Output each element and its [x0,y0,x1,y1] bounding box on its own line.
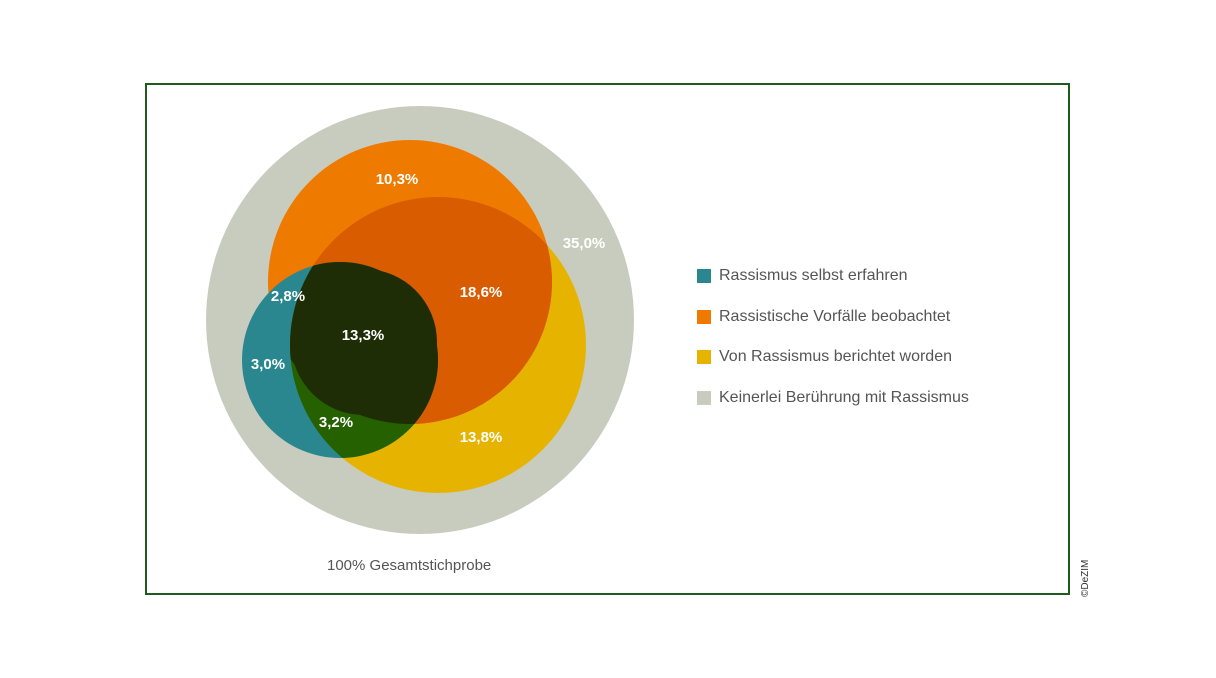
segment-label-teal-yellow: 3,2% [319,414,353,431]
legend-item-berichtet: Von Rassismus berichtet worden [697,347,969,367]
legend-label: Rassistische Vorfälle beobachtet [719,307,951,325]
legend-label: Rassismus selbst erfahren [719,267,908,284]
legend: Rassismus selbst erfahren Rassistische V… [697,266,969,428]
segment-label-teal-orange: 2,8% [271,288,305,305]
segment-label-orange-only: 10,3% [376,171,419,188]
segment-label-all-three: 13,3% [342,327,385,344]
legend-swatch [697,350,711,364]
legend-item-keine-beruehrung: Keinerlei Berührung mit Rassismus [697,388,969,408]
total-sample-label: 100% Gesamtstichprobe [327,557,492,574]
segment-label-orange-yellow: 18,6% [460,284,503,301]
legend-swatch [697,309,711,324]
legend-label: Von Rassismus berichtet worden [719,348,952,365]
legend-item-beobachtet: Rassistische Vorfälle beobachtet [697,307,969,327]
core-overlap [291,269,437,415]
legend-swatch [697,269,711,283]
legend-label: Keinerlei Berührung mit Rassismus [719,388,969,406]
segment-label-yellow-only: 13,8% [460,429,503,446]
legend-item-selbst-erfahren: Rassismus selbst erfahren [697,266,969,286]
segment-label-teal-only: 3,0% [251,356,285,373]
segment-label-none: 35,0% [563,235,606,252]
legend-swatch [697,390,711,405]
copyright-credit: ©DeZIM [1080,559,1091,597]
